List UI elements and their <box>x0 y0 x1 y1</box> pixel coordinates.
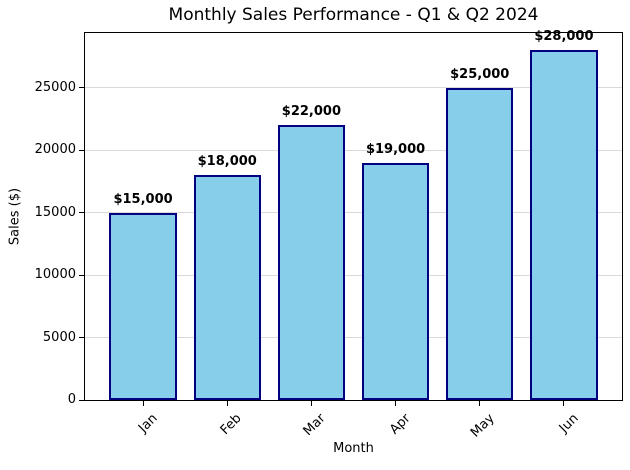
y-tick <box>79 399 84 401</box>
bar <box>446 87 514 400</box>
gridline <box>85 274 622 276</box>
y-tick-label: 25000 <box>34 79 76 95</box>
bar-value-label: $28,000 <box>534 29 594 45</box>
x-tick <box>226 401 228 406</box>
x-tick-label: Apr <box>386 411 414 438</box>
y-tick <box>79 87 84 89</box>
y-tick-label: 0 <box>67 392 76 407</box>
bar-value-label: $18,000 <box>197 154 257 170</box>
x-axis-label: Month <box>333 441 374 456</box>
bar-value-label: $22,000 <box>281 104 342 120</box>
x-tick-label: May <box>467 411 498 441</box>
bar <box>277 125 346 400</box>
chart-title: Monthly Sales Performance - Q1 & Q2 2024 <box>168 5 539 25</box>
y-tick <box>79 337 84 339</box>
x-tick-label: Jun <box>556 411 582 436</box>
bar <box>530 50 598 400</box>
y-tick <box>79 274 84 276</box>
y-tick-label: 10000 <box>34 267 76 283</box>
bar-value-label: $19,000 <box>365 141 426 157</box>
y-tick-label: 15000 <box>34 204 76 220</box>
gridline <box>85 337 622 339</box>
x-tick-label: Mar <box>301 411 330 439</box>
plot-area: $15,000 $18,000 $22,000 $19,000 $25,000 $28,0… <box>35 29 623 441</box>
bar <box>109 212 177 400</box>
gridline <box>85 149 622 151</box>
bar-value-label: $15,000 <box>113 191 173 207</box>
gridline <box>85 87 622 89</box>
x-tick-label: Jan <box>135 411 161 436</box>
bar <box>361 162 430 400</box>
bar <box>193 175 261 400</box>
x-tick-label: Feb <box>217 411 245 438</box>
bar-value-label: $25,000 <box>450 66 510 82</box>
y-tick-label: 20000 <box>34 142 76 158</box>
x-tick <box>142 401 144 406</box>
y-tick <box>79 212 84 214</box>
gridline <box>85 212 622 214</box>
y-tick <box>79 149 84 151</box>
y-tick-label: 5000 <box>42 329 76 345</box>
x-tick <box>310 401 312 406</box>
x-tick <box>395 401 397 406</box>
x-tick <box>563 401 565 406</box>
x-tick <box>479 401 481 406</box>
